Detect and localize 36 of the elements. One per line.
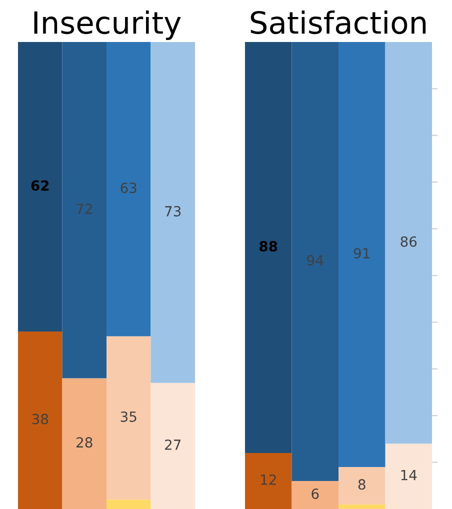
bar (150, 382, 195, 509)
data-label: 73 (165, 206, 181, 216)
bar (106, 42, 151, 336)
bar (150, 42, 195, 383)
data-label: 94 (307, 255, 324, 266)
bar (106, 336, 151, 500)
data-label: 12 (261, 474, 276, 485)
bar (106, 500, 151, 509)
bar (292, 42, 338, 481)
chart-title: Insecurity (34, 10, 181, 40)
bar (338, 42, 386, 467)
chart-title: Satisfaction (250, 10, 426, 34)
data-label: 63 (120, 182, 136, 194)
bar (385, 42, 432, 444)
data-label: 38 (32, 414, 48, 424)
data-label: 91 (354, 248, 370, 259)
data-label: 28 (76, 437, 92, 448)
bar (18, 42, 62, 332)
data-label: 88 (260, 241, 278, 252)
bar (292, 480, 338, 509)
data-label: 6 (312, 488, 319, 500)
data-label: 14 (401, 470, 417, 480)
data-label: 8 (358, 479, 366, 490)
data-label: 35 (120, 411, 136, 422)
data-label: 27 (165, 439, 181, 450)
bar (62, 42, 106, 378)
bar (62, 378, 106, 509)
data-label: 72 (76, 204, 92, 214)
data-label: 62 (31, 180, 49, 191)
bar (338, 466, 386, 504)
bar (245, 42, 292, 453)
bar (18, 332, 62, 509)
bar (245, 452, 292, 509)
bar (385, 444, 432, 509)
bar (338, 504, 386, 509)
data-label: 86 (400, 236, 417, 247)
